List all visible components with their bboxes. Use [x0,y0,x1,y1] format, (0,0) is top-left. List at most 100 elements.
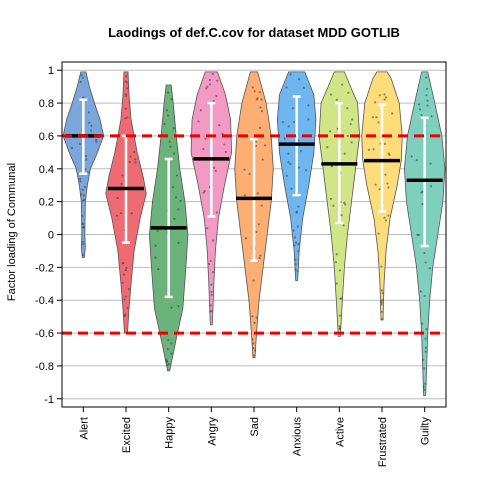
data-point [297,78,301,81]
data-point [127,288,130,291]
data-point [202,191,205,194]
data-point [346,134,349,138]
data-point [223,143,226,146]
data-point [338,314,341,317]
data-point [260,204,263,207]
data-point [211,271,215,274]
data-point [78,177,82,180]
data-point [116,196,119,200]
data-point [424,346,427,349]
data-point [391,112,394,115]
data-point [170,352,173,355]
data-point [124,107,127,110]
data-point [380,310,383,313]
y-tick-label: 0.6 [39,131,54,143]
data-point [326,146,329,149]
data-point [82,199,85,202]
data-point [83,185,87,188]
data-point [410,155,413,158]
data-point [81,253,84,256]
data-point [297,243,300,246]
data-point [253,321,256,324]
data-point [344,203,347,206]
data-point [85,158,88,161]
data-point [199,109,202,112]
data-point [291,106,295,110]
data-point [296,270,299,273]
data-point [293,236,296,239]
data-point [209,304,212,307]
data-point [210,290,213,294]
x-tick-label-frustrated: Frustrated [377,417,389,467]
chart-title: Laodings of def.C.cov for dataset MDD GO… [108,25,400,40]
data-point [209,83,212,86]
data-point [259,254,262,257]
data-point [296,225,299,228]
x-tick-label-sad: Sad [249,417,261,437]
data-point [307,104,310,107]
data-point [130,212,133,215]
data-point [125,266,128,269]
data-point [258,91,261,94]
data-point [215,94,218,98]
data-point [378,188,381,191]
data-point [423,388,426,391]
data-point [253,90,256,93]
data-point [205,87,208,90]
data-point [172,186,175,189]
data-point [297,166,301,169]
data-point [121,262,124,265]
data-point [82,194,85,197]
data-point [166,348,169,351]
data-point [243,168,246,171]
violin-angry [190,71,233,326]
data-point [82,243,85,246]
data-point [260,110,264,113]
data-point [381,292,384,295]
data-point [304,169,308,172]
data-point [287,125,290,128]
data-point [430,115,433,118]
data-point [84,154,88,158]
data-point [124,295,127,298]
data-point [329,130,332,133]
data-point [197,120,200,123]
data-point [87,111,91,114]
data-point [417,233,420,237]
data-point [415,159,418,162]
data-point [214,169,217,172]
y-tick-label: 0.4 [39,164,54,176]
data-point [297,250,300,253]
x-tick-label-excited: Excited [121,417,133,453]
data-point [294,241,298,244]
data-point [342,224,345,227]
data-point [420,322,424,325]
data-point [157,267,160,271]
data-point [167,114,170,117]
data-point [154,256,157,259]
data-point [70,146,73,150]
data-point [294,258,297,261]
data-point [80,74,83,77]
y-tick-label: 1 [48,65,54,77]
data-point [124,93,128,96]
data-point [418,108,422,111]
data-point [330,165,334,168]
data-point [261,158,264,161]
data-point [212,239,215,242]
x-tick-label-anxious: Anxious [292,417,304,457]
data-point [429,162,432,165]
data-point [264,144,267,147]
data-point [255,316,258,319]
data-point [165,109,169,112]
data-point [122,273,126,276]
violin-guilty [403,71,446,396]
data-point [165,358,168,361]
data-point [381,298,384,302]
data-point [177,241,180,244]
data-point [421,358,425,361]
data-point [255,230,258,233]
data-point [123,314,126,317]
data-point [80,215,84,218]
